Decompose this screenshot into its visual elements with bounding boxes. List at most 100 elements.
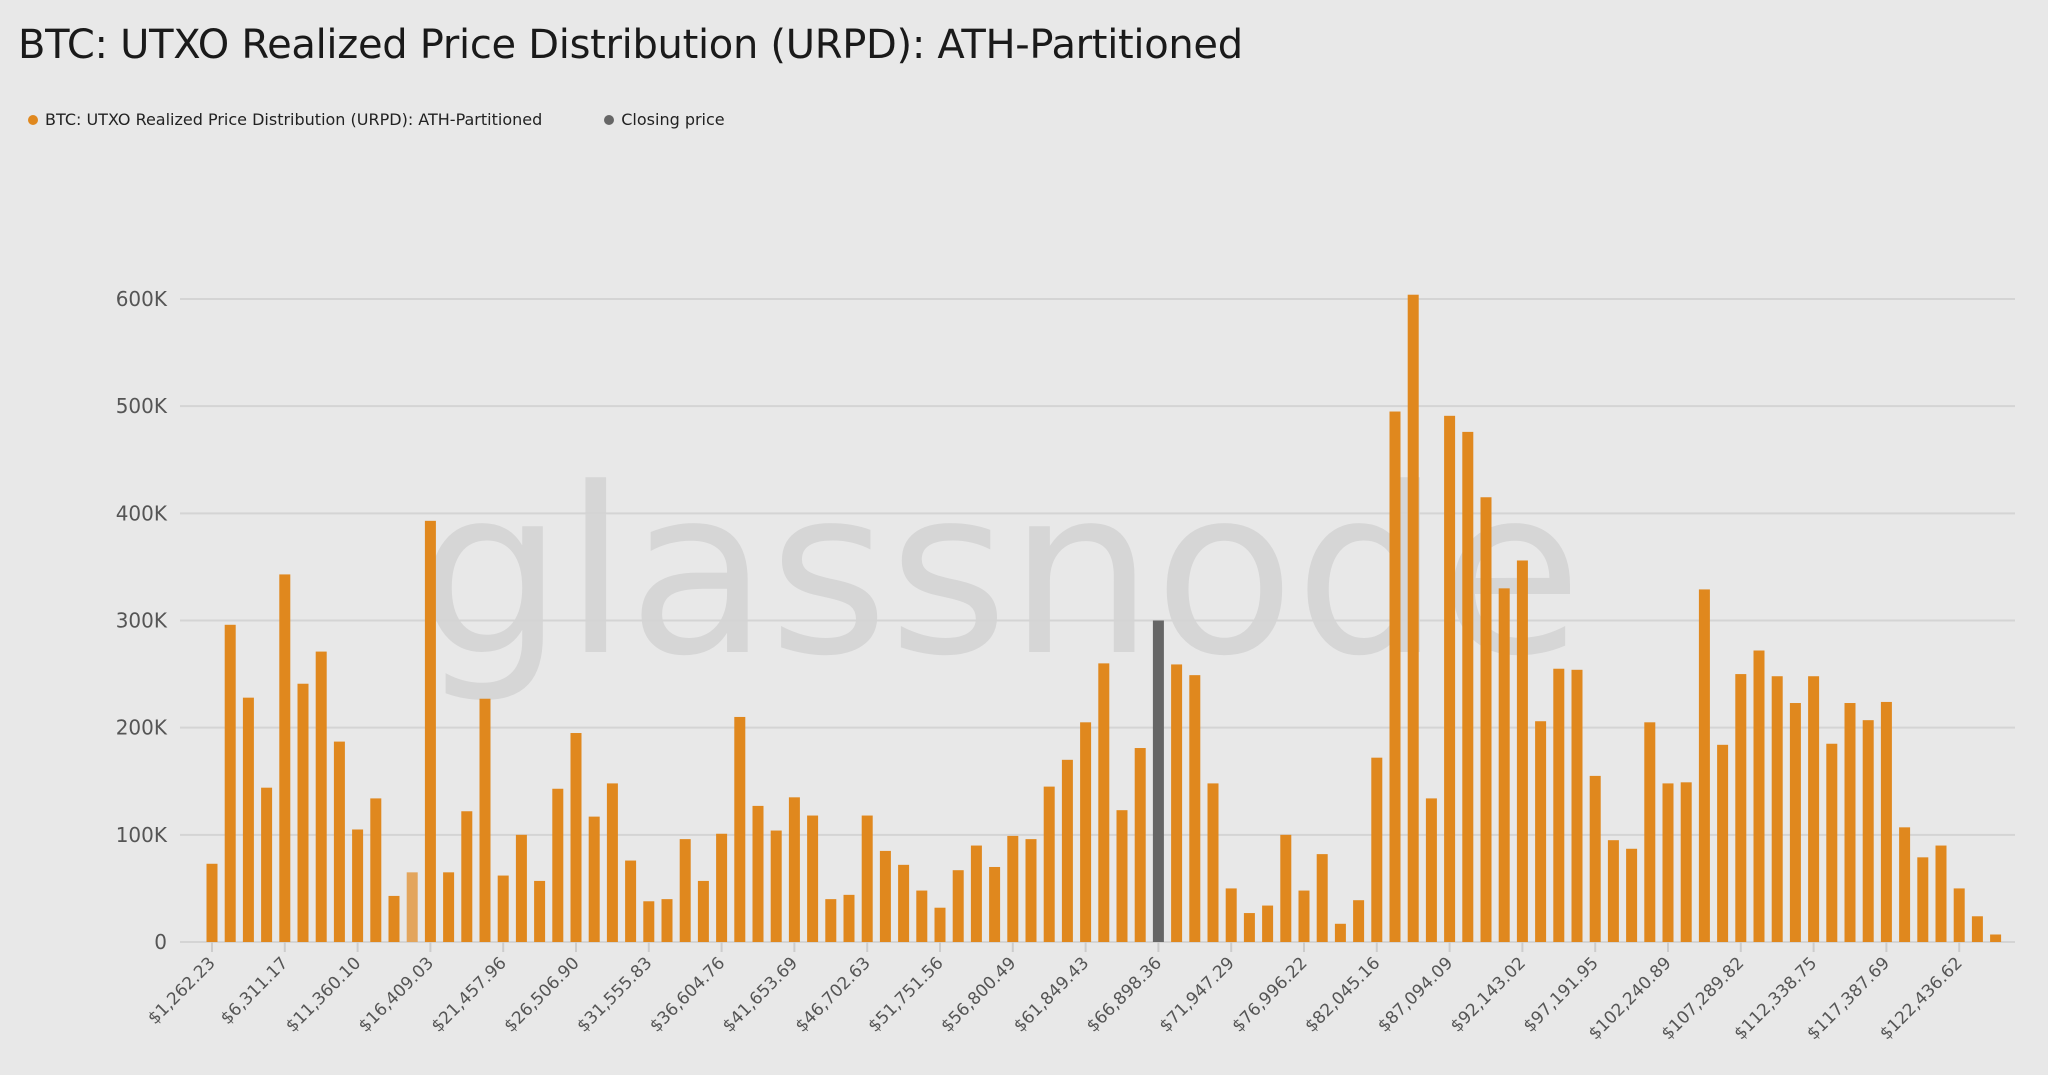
bar[interactable] xyxy=(1771,676,1783,942)
bar[interactable] xyxy=(352,829,364,942)
bar[interactable] xyxy=(1553,668,1565,942)
bar[interactable] xyxy=(515,834,527,942)
bar[interactable] xyxy=(1589,775,1601,942)
bar[interactable] xyxy=(1498,588,1510,942)
bar[interactable] xyxy=(1698,589,1710,942)
bar[interactable] xyxy=(1735,674,1747,942)
bar[interactable] xyxy=(1189,675,1201,942)
bar[interactable] xyxy=(916,890,928,942)
bar[interactable] xyxy=(461,811,473,942)
bar[interactable] xyxy=(1043,786,1055,942)
bar[interactable] xyxy=(843,894,855,942)
bar[interactable] xyxy=(1662,783,1674,942)
bar[interactable] xyxy=(534,880,546,942)
bar[interactable] xyxy=(224,624,236,942)
bar[interactable] xyxy=(1280,834,1292,942)
bar[interactable] xyxy=(1425,798,1437,942)
bar[interactable] xyxy=(1516,560,1528,942)
bar[interactable] xyxy=(1098,663,1110,942)
bar[interactable] xyxy=(570,733,582,942)
bar[interactable] xyxy=(825,899,837,942)
bar[interactable] xyxy=(1626,848,1638,942)
bar[interactable] xyxy=(1207,783,1219,942)
bar[interactable] xyxy=(716,833,728,942)
bar[interactable] xyxy=(1462,431,1474,942)
bar[interactable] xyxy=(588,816,600,942)
bar[interactable] xyxy=(1480,497,1492,942)
bar[interactable] xyxy=(989,866,1001,942)
bar[interactable] xyxy=(406,872,418,942)
bar[interactable] xyxy=(1407,294,1419,942)
bar[interactable] xyxy=(1808,676,1820,942)
bar[interactable] xyxy=(1644,722,1656,942)
bar[interactable] xyxy=(1171,664,1183,942)
bar[interactable] xyxy=(1134,748,1146,942)
closing-price-bar[interactable] xyxy=(1152,620,1164,943)
bar[interactable] xyxy=(606,783,618,942)
bar[interactable] xyxy=(424,520,436,942)
bar[interactable] xyxy=(1753,650,1765,942)
bar[interactable] xyxy=(1917,857,1929,942)
bar[interactable] xyxy=(807,815,819,942)
bar[interactable] xyxy=(497,875,509,942)
bar[interactable] xyxy=(1080,722,1092,942)
bar[interactable] xyxy=(1371,757,1383,942)
bar[interactable] xyxy=(333,741,345,942)
bar[interactable] xyxy=(770,830,782,942)
bar[interactable] xyxy=(625,860,637,942)
bar[interactable] xyxy=(1899,827,1911,942)
bar[interactable] xyxy=(1353,900,1365,942)
bar[interactable] xyxy=(1680,782,1692,942)
bar[interactable] xyxy=(388,895,400,942)
bar[interactable] xyxy=(1844,703,1856,942)
bar[interactable] xyxy=(879,850,891,942)
bar[interactable] xyxy=(1953,888,1965,942)
bar[interactable] xyxy=(679,839,691,942)
bar[interactable] xyxy=(898,864,910,942)
bar[interactable] xyxy=(1990,934,2002,942)
bar[interactable] xyxy=(1880,701,1892,942)
bar[interactable] xyxy=(443,872,455,942)
bar[interactable] xyxy=(279,574,291,942)
bar[interactable] xyxy=(1243,913,1255,942)
legend-item-closing-price[interactable]: Closing price xyxy=(604,110,725,129)
bar[interactable] xyxy=(788,797,800,942)
bar[interactable] xyxy=(1444,415,1456,943)
bar[interactable] xyxy=(206,863,218,942)
legend-item-urpd[interactable]: BTC: UTXO Realized Price Distribution (U… xyxy=(28,110,542,129)
bar[interactable] xyxy=(315,651,327,942)
bar[interactable] xyxy=(1298,890,1310,942)
bar[interactable] xyxy=(1571,669,1583,942)
bar[interactable] xyxy=(1935,845,1947,942)
bar[interactable] xyxy=(643,901,655,942)
bar[interactable] xyxy=(952,870,964,942)
bar[interactable] xyxy=(1334,923,1346,942)
bar[interactable] xyxy=(752,805,764,942)
bar[interactable] xyxy=(1862,720,1874,942)
bar[interactable] xyxy=(261,787,273,942)
bar[interactable] xyxy=(1789,703,1801,942)
bar[interactable] xyxy=(1826,743,1838,942)
bar[interactable] xyxy=(1061,759,1073,942)
bar[interactable] xyxy=(734,716,746,942)
bar[interactable] xyxy=(1389,411,1401,942)
bar[interactable] xyxy=(1007,835,1019,942)
bar[interactable] xyxy=(1607,840,1619,942)
bar[interactable] xyxy=(697,880,709,942)
bar[interactable] xyxy=(479,698,491,942)
bar[interactable] xyxy=(297,683,309,942)
bar[interactable] xyxy=(1535,721,1547,942)
bar[interactable] xyxy=(934,907,946,942)
bar[interactable] xyxy=(1116,810,1128,942)
bar[interactable] xyxy=(552,788,564,942)
bar[interactable] xyxy=(661,899,673,942)
bar[interactable] xyxy=(1262,905,1274,942)
bar[interactable] xyxy=(1316,854,1328,942)
bar[interactable] xyxy=(1025,839,1037,942)
bar[interactable] xyxy=(242,697,254,942)
bar[interactable] xyxy=(1971,916,1983,942)
bar[interactable] xyxy=(370,798,382,942)
bar[interactable] xyxy=(1717,744,1729,942)
bar[interactable] xyxy=(861,815,873,942)
bar[interactable] xyxy=(1225,888,1237,942)
